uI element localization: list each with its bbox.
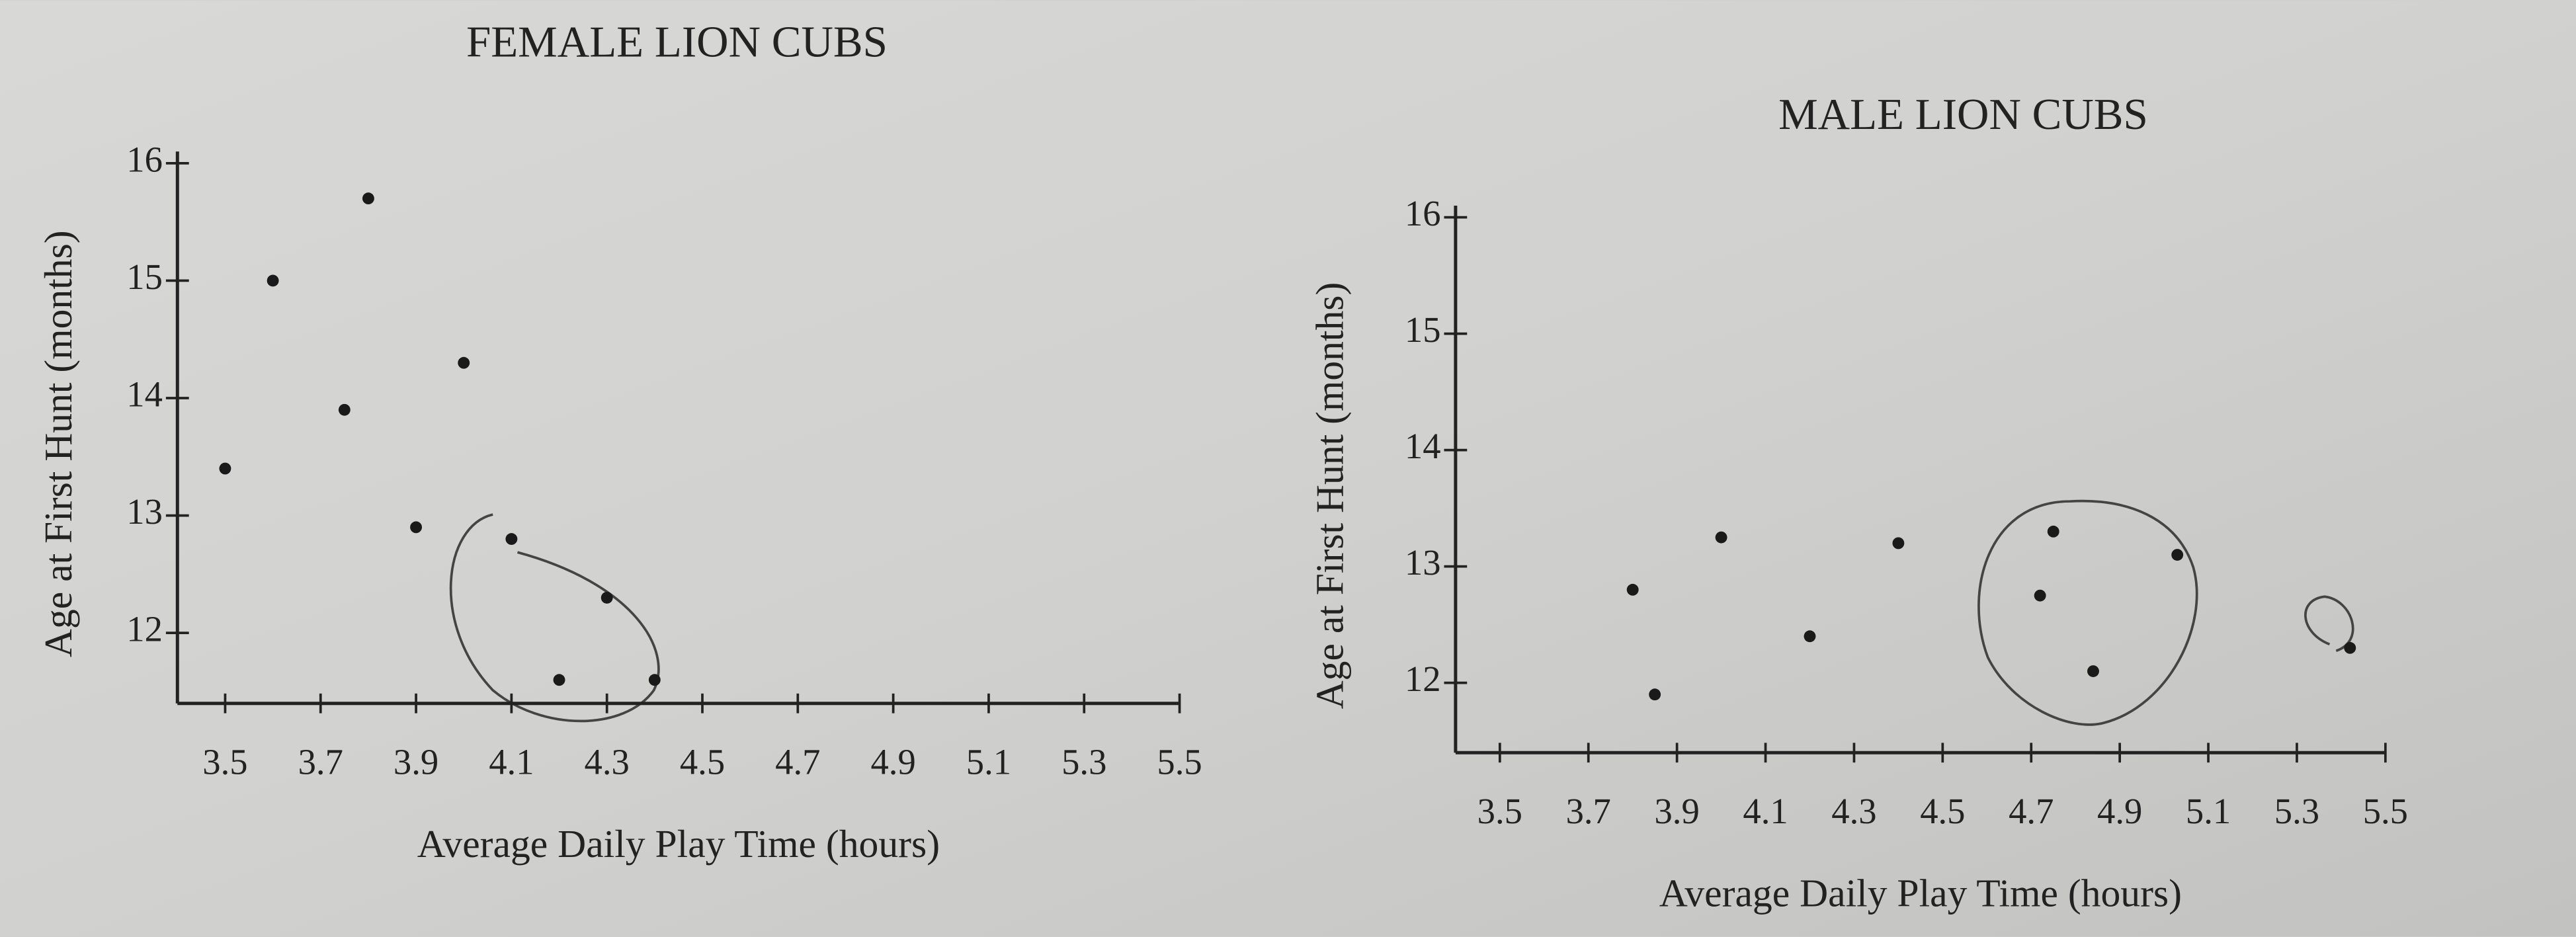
y-tick-label: 12 [126, 609, 163, 649]
annotation-circle [449, 513, 660, 723]
y-tick-label: 15 [126, 257, 163, 297]
y-tick-label: 12 [1405, 659, 1441, 699]
x-tick-label: 4.7 [2009, 791, 2054, 831]
x-tick-label: 3.7 [1566, 791, 1611, 831]
x-tick-label: 3.9 [1654, 791, 1699, 831]
x-tick-label: 4.3 [1831, 791, 1876, 831]
data-point [2047, 525, 2059, 538]
x-tick-label: 4.1 [1743, 791, 1788, 831]
chart-title: FEMALE LION CUBS [466, 17, 888, 66]
y-tick-label: 15 [1405, 309, 1441, 350]
data-point [2344, 641, 2356, 654]
x-tick-label: 3.5 [1477, 791, 1522, 831]
y-tick-label: 13 [126, 491, 163, 532]
data-point [1804, 630, 1816, 643]
x-tick-label: 3.5 [202, 742, 247, 782]
x-tick-label: 4.1 [489, 742, 534, 782]
x-tick-label: 4.5 [1920, 791, 1965, 831]
x-tick-label: 4.3 [585, 742, 630, 782]
data-point [1892, 537, 1905, 550]
chart-title: MALE LION CUBS [1778, 89, 2148, 139]
x-tick-label: 4.7 [775, 742, 820, 782]
y-tick-label: 13 [1405, 542, 1441, 583]
data-point [1649, 688, 1661, 701]
x-tick-label: 5.1 [966, 742, 1011, 782]
data-point [267, 274, 279, 287]
data-point [458, 356, 470, 369]
data-point [2171, 549, 2184, 561]
x-tick-label: 5.5 [1157, 742, 1202, 782]
data-point [410, 521, 423, 534]
x-tick-label: 5.3 [2274, 791, 2319, 831]
data-point [601, 591, 613, 604]
x-tick-label: 4.9 [870, 742, 915, 782]
data-point [1715, 531, 1727, 544]
data-point [219, 462, 231, 475]
annotation-circle [1977, 499, 2198, 726]
data-point [2087, 665, 2099, 677]
y-axis-label: Age at First Hunt (months) [1308, 282, 1352, 710]
x-tick-label: 5.5 [2363, 791, 2408, 831]
data-point [648, 674, 661, 686]
x-tick-label: 3.9 [394, 742, 438, 782]
data-point [362, 192, 374, 205]
x-tick-label: 4.9 [2097, 791, 2142, 831]
x-axis-label: Average Daily Play Time (hours) [1659, 872, 2182, 915]
data-point [338, 403, 351, 416]
y-tick-label: 16 [1405, 193, 1441, 233]
x-tick-label: 5.3 [1061, 742, 1106, 782]
data-point [2034, 589, 2046, 602]
x-axis-label: Average Daily Play Time (hours) [417, 822, 940, 866]
y-tick-label: 16 [126, 139, 163, 179]
annotation-circle [2304, 595, 2354, 652]
x-tick-label: 5.1 [2186, 791, 2231, 831]
data-point [1626, 583, 1639, 596]
y-axis-label: Age at First Hunt (months) [36, 230, 80, 657]
y-tick-label: 14 [1405, 426, 1441, 466]
x-tick-label: 3.7 [298, 742, 343, 782]
data-point [553, 674, 565, 686]
y-tick-label: 14 [126, 374, 163, 415]
data-point [505, 533, 518, 546]
x-tick-label: 4.5 [680, 742, 725, 782]
